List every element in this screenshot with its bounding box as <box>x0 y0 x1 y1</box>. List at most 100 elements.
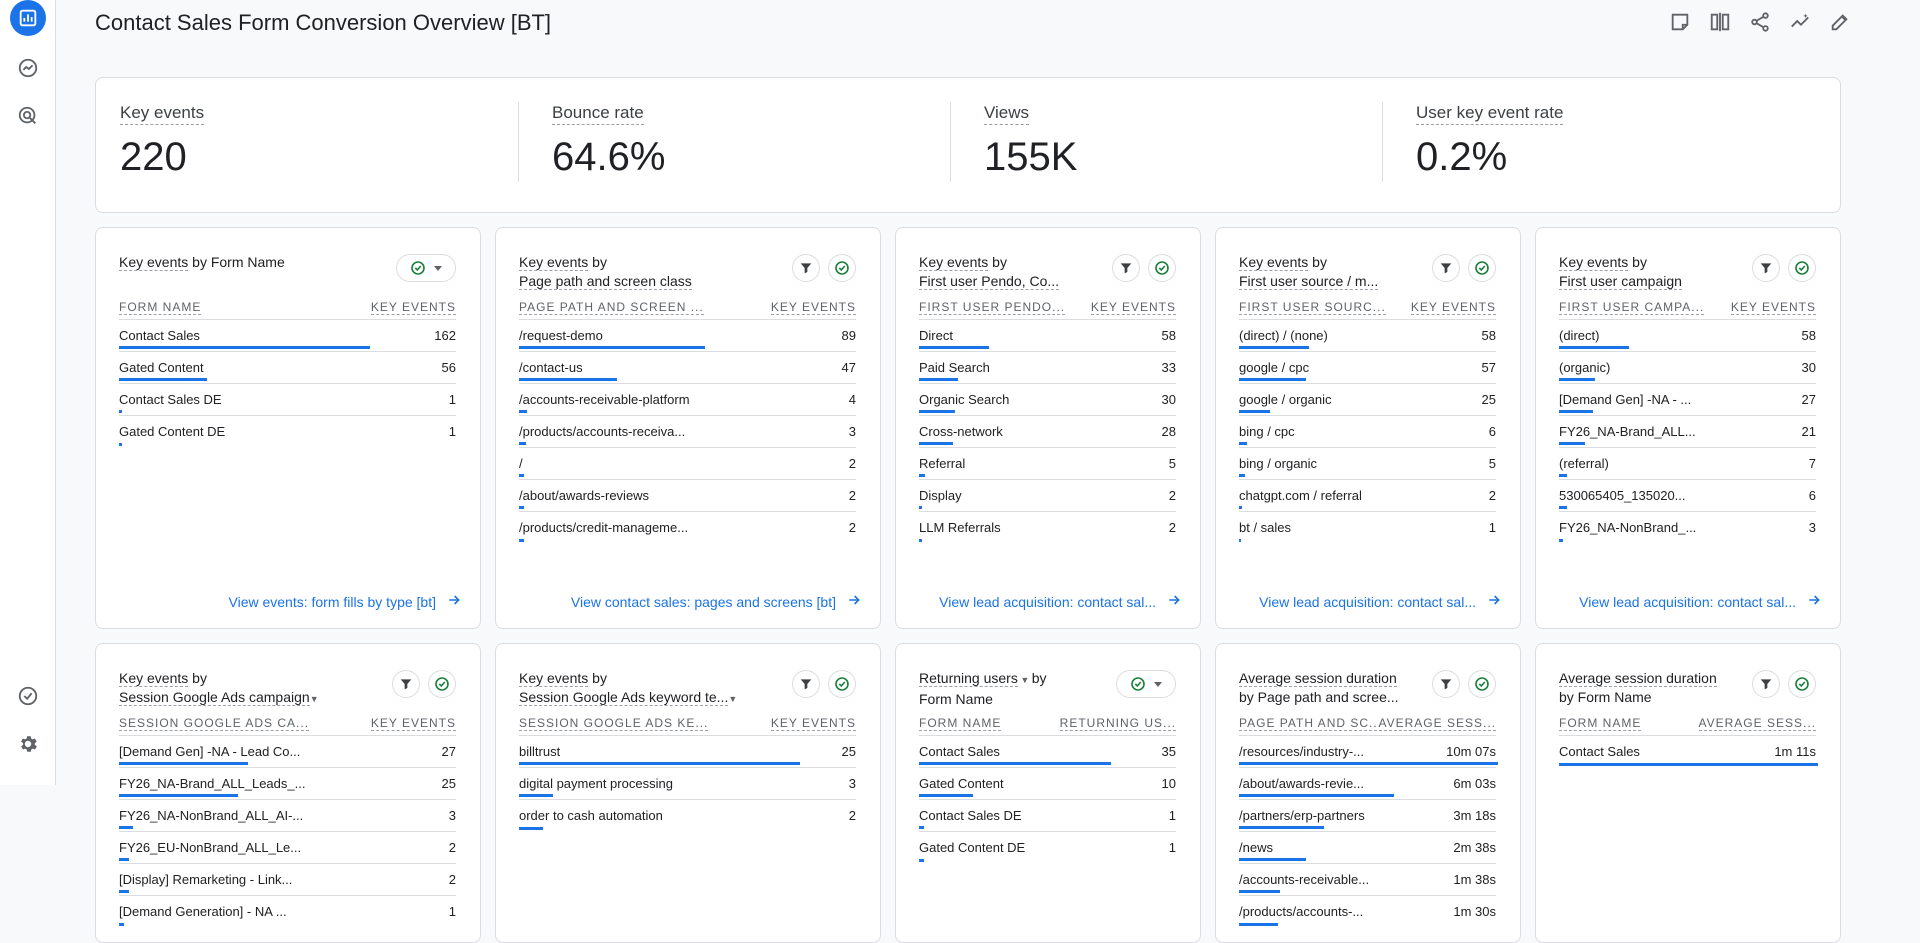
table-row[interactable]: Contact Sales DE 1 <box>919 800 1176 832</box>
table-row[interactable]: Contact Sales DE 1 <box>119 384 456 416</box>
filter-icon[interactable] <box>792 254 820 282</box>
table-row[interactable]: FY26_NA-Brand_ALL_Leads_... 25 <box>119 768 456 800</box>
chevron-down-icon[interactable]: ▼ <box>728 694 738 704</box>
table-row[interactable]: [Demand Gen] -NA - Lead Co... 27 <box>119 736 456 768</box>
check-circle-icon[interactable] <box>1468 670 1496 698</box>
table-row[interactable]: billtrust 25 <box>519 736 856 768</box>
filter-icon[interactable] <box>1752 254 1780 282</box>
check-circle-icon[interactable] <box>1788 254 1816 282</box>
table-row[interactable]: (referral) 7 <box>1559 448 1816 480</box>
column-header-dimension[interactable]: SESSION GOOGLE ADS CA... <box>119 716 310 731</box>
column-header-metric[interactable]: KEY EVENTS <box>1090 300 1176 315</box>
card-title[interactable]: Returning users ▼ by Form Name <box>919 670 1047 707</box>
card-title[interactable]: Key events by Form Name <box>119 254 285 271</box>
table-row[interactable]: [Demand Generation] - NA ... 1 <box>119 896 456 928</box>
kpi-user-key-event-rate[interactable]: User key event rate 0.2% <box>1382 78 1564 214</box>
table-row[interactable]: /request-demo 89 <box>519 320 856 352</box>
table-row[interactable]: Direct 58 <box>919 320 1176 352</box>
table-row[interactable]: /about/awards-reviews 2 <box>519 480 856 512</box>
table-row[interactable]: Contact Sales 1m 11s <box>1559 736 1818 768</box>
column-header-dimension[interactable]: PAGE PATH AND SCREEN ... <box>519 300 704 315</box>
share-icon[interactable] <box>1748 10 1772 34</box>
table-row[interactable]: FY26_NA-Brand_ALL... 21 <box>1559 416 1816 448</box>
check-circle-icon[interactable] <box>828 670 856 698</box>
settings-gear-icon[interactable] <box>10 726 46 762</box>
check-circle-icon[interactable] <box>1788 670 1816 698</box>
card-title[interactable]: Average session duration by Page path and… <box>1239 670 1399 705</box>
table-row[interactable]: Display 2 <box>919 480 1176 512</box>
table-row[interactable]: /accounts-receivable... 1m 38s <box>1239 864 1496 896</box>
view-report-link[interactable]: View lead acquisition: contact sal... <box>939 592 1182 611</box>
table-row[interactable]: Contact Sales 162 <box>119 320 456 352</box>
column-header-dimension[interactable]: FIRST USER PENDO... <box>919 300 1066 315</box>
kpi-bounce-rate[interactable]: Bounce rate 64.6% <box>518 78 665 214</box>
filter-icon[interactable] <box>1432 254 1460 282</box>
table-row[interactable]: /contact-us 47 <box>519 352 856 384</box>
table-row[interactable]: chatgpt.com / referral 2 <box>1239 480 1496 512</box>
table-row[interactable]: Referral 5 <box>919 448 1176 480</box>
table-row[interactable]: order to cash automation 2 <box>519 800 856 832</box>
column-header-metric[interactable]: KEY EVENTS <box>370 300 456 315</box>
card-title[interactable]: Average session duration by Form Name <box>1559 670 1717 705</box>
check-circle-icon[interactable] <box>1148 254 1176 282</box>
table-row[interactable]: 530065405_135020... 6 <box>1559 480 1816 512</box>
table-row[interactable]: Gated Content DE 1 <box>119 416 456 448</box>
column-header-metric[interactable]: KEY EVENTS <box>1410 300 1496 315</box>
card-title[interactable]: Key events by Session Google Ads campaign… <box>119 670 319 706</box>
card-title[interactable]: Key events by First user Pendo, Co... <box>919 254 1060 290</box>
view-report-link[interactable]: View lead acquisition: contact sal... <box>1259 592 1502 611</box>
card-title[interactable]: Key events by First user source / m... <box>1239 254 1379 290</box>
table-row[interactable]: /products/accounts-receiva... 3 <box>519 416 856 448</box>
table-row[interactable]: Organic Search 30 <box>919 384 1176 416</box>
filter-icon[interactable] <box>1112 254 1140 282</box>
column-header-dimension[interactable]: FORM NAME <box>919 716 1002 731</box>
kpi-views[interactable]: Views 155K <box>950 78 1077 214</box>
table-row[interactable]: (direct) / (none) 58 <box>1239 320 1496 352</box>
table-row[interactable]: Gated Content 56 <box>119 352 456 384</box>
table-row[interactable]: google / organic 25 <box>1239 384 1496 416</box>
table-row[interactable]: Cross-network 28 <box>919 416 1176 448</box>
table-row[interactable]: /about/awards-revie... 6m 03s <box>1239 768 1496 800</box>
check-circle-icon[interactable] <box>428 670 456 698</box>
filter-icon[interactable] <box>392 670 420 698</box>
card-title[interactable]: Key events by Session Google Ads keyword … <box>519 670 738 706</box>
card-title[interactable]: Key events by First user campaign <box>1559 254 1682 290</box>
table-row[interactable]: bt / sales 1 <box>1239 512 1496 544</box>
table-row[interactable]: /news 2m 38s <box>1239 832 1496 864</box>
column-header-dimension[interactable]: FIRST USER CAMPA... <box>1559 300 1705 315</box>
check-circle-icon[interactable] <box>1468 254 1496 282</box>
table-row[interactable]: Gated Content DE 1 <box>919 832 1176 864</box>
table-row[interactable]: Paid Search 33 <box>919 352 1176 384</box>
comparison-status-dropdown[interactable] <box>396 254 456 282</box>
table-row[interactable]: (organic) 30 <box>1559 352 1816 384</box>
table-row[interactable]: /products/credit-manageme... 2 <box>519 512 856 544</box>
table-row[interactable]: Gated Content 10 <box>919 768 1176 800</box>
check-circle-icon[interactable] <box>828 254 856 282</box>
column-header-metric[interactable]: KEY EVENTS <box>770 716 856 731</box>
comparison-status-dropdown[interactable] <box>1116 670 1176 698</box>
notes-icon[interactable] <box>1668 10 1692 34</box>
chevron-down-icon[interactable]: ▼ <box>309 694 319 704</box>
reports-icon[interactable] <box>10 0 46 36</box>
view-report-link[interactable]: View lead acquisition: contact sal... <box>1579 592 1822 611</box>
check-circle-icon[interactable] <box>10 678 46 714</box>
column-header-dimension[interactable]: PAGE PATH AND SC... <box>1239 716 1383 731</box>
table-row[interactable]: FY26_EU-NonBrand_ALL_Le... 2 <box>119 832 456 864</box>
filter-icon[interactable] <box>792 670 820 698</box>
column-header-metric[interactable]: KEY EVENTS <box>770 300 856 315</box>
column-header-metric[interactable]: RETURNING US... <box>1059 716 1176 731</box>
table-row[interactable]: /accounts-receivable-platform 4 <box>519 384 856 416</box>
table-row[interactable]: google / cpc 57 <box>1239 352 1496 384</box>
view-report-link[interactable]: View contact sales: pages and screens [b… <box>571 592 862 611</box>
column-header-metric[interactable]: AVERAGE SESS... <box>1698 716 1816 731</box>
advertising-icon[interactable] <box>10 98 46 134</box>
edit-pencil-icon[interactable] <box>1828 10 1852 34</box>
card-title[interactable]: Key events by Page path and screen class <box>519 254 692 290</box>
table-row[interactable]: /2 <box>519 448 856 480</box>
table-row[interactable]: /partners/erp-partners 3m 18s <box>1239 800 1496 832</box>
column-header-metric[interactable]: KEY EVENTS <box>1730 300 1816 315</box>
table-row[interactable]: [Display] Remarketing - Link... 2 <box>119 864 456 896</box>
table-row[interactable]: bing / organic 5 <box>1239 448 1496 480</box>
column-header-dimension[interactable]: FIRST USER SOURC... <box>1239 300 1386 315</box>
insights-icon[interactable] <box>1788 10 1812 34</box>
